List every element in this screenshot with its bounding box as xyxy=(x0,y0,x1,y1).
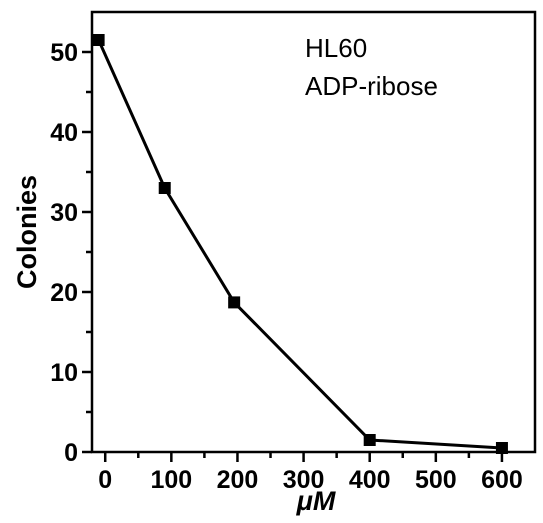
plot-frame xyxy=(90,10,537,454)
y-tick-label: 50 xyxy=(50,39,78,67)
x-tick-label: 100 xyxy=(150,466,192,494)
data-point xyxy=(158,182,171,194)
x-tick-label: 500 xyxy=(415,466,457,494)
data-point xyxy=(363,434,376,446)
data-point xyxy=(228,296,241,309)
y-tick-label: 40 xyxy=(50,119,78,147)
y-tick-label: 0 xyxy=(64,439,78,467)
x-axis-ticks: 0 100 200 300 400 500 600 xyxy=(98,452,523,494)
x-tick-label: 200 xyxy=(217,466,259,494)
annotation-adp-ribose: ADP-ribose xyxy=(305,71,438,101)
y-tick-label: 30 xyxy=(50,199,78,227)
data-point xyxy=(495,442,508,454)
y-axis-title: Colonies xyxy=(12,175,42,289)
series-group xyxy=(92,34,508,454)
y-tick-label: 20 xyxy=(50,279,78,307)
data-point xyxy=(92,34,105,46)
x-tick-label: 400 xyxy=(349,466,391,494)
x-axis-title: μM xyxy=(296,486,336,516)
x-tick-label: 600 xyxy=(481,466,523,494)
y-tick-label: 10 xyxy=(50,359,78,387)
series-line-0 xyxy=(97,39,503,450)
y-axis-ticks: 0 10 20 30 40 50 xyxy=(50,39,92,467)
annotation-hl60: HL60 xyxy=(305,33,367,63)
x-tick-label: 300 xyxy=(283,466,325,494)
x-tick-label: 0 xyxy=(98,466,112,494)
